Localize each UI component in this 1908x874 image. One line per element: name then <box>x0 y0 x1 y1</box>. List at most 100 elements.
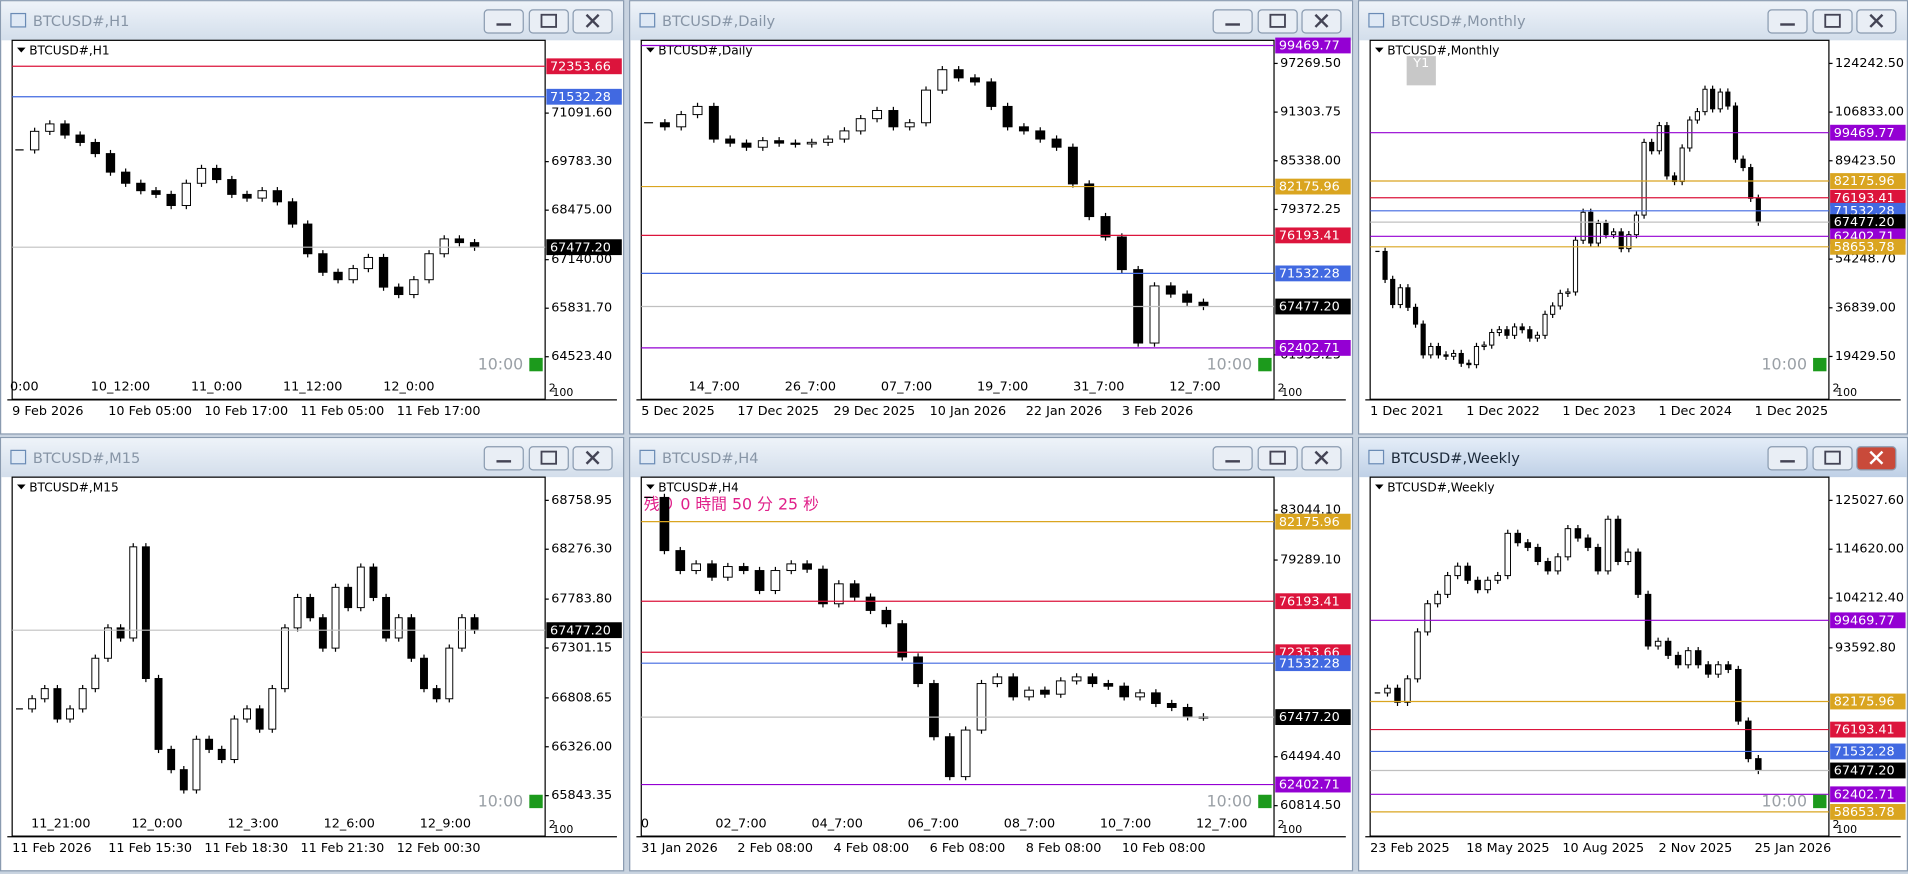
window-title: BTCUSD#,Weekly <box>1391 450 1520 467</box>
candle <box>1002 105 1013 128</box>
candle <box>865 596 876 611</box>
level-label-box <box>1830 786 1906 803</box>
icon <box>1314 450 1329 465</box>
y-tick-label: 114620.00 <box>1835 542 1904 557</box>
y-tick-label: 93592.80 <box>1835 640 1896 655</box>
candle <box>1454 565 1461 577</box>
candle <box>986 81 997 107</box>
level-label-box <box>1830 124 1906 141</box>
candle <box>913 656 923 685</box>
candle <box>1444 575 1451 595</box>
candle <box>754 570 765 591</box>
candle <box>1511 326 1518 336</box>
candle <box>1588 211 1594 244</box>
candle <box>1649 141 1655 152</box>
candle <box>725 138 736 144</box>
time-label: 10 Feb 05:00 <box>108 404 192 419</box>
level-label: 67477.20 <box>1834 215 1895 230</box>
level-label: 58653.78 <box>1834 240 1895 255</box>
candle <box>872 110 883 120</box>
y-tick-label: 91303.75 <box>1280 105 1341 120</box>
corner-label: 2 <box>1833 818 1840 831</box>
candle <box>953 69 964 79</box>
candle <box>1466 362 1472 366</box>
candle <box>1428 345 1434 356</box>
candle <box>227 179 237 195</box>
window-icon <box>639 449 656 465</box>
candle <box>91 657 100 690</box>
candle <box>457 617 466 649</box>
candle <box>1165 285 1176 295</box>
candle <box>409 279 419 296</box>
candle <box>1473 345 1480 366</box>
candle <box>272 190 283 203</box>
level-label: 67477.20 <box>550 240 611 255</box>
maximize-button[interactable] <box>1257 9 1298 34</box>
candle <box>469 242 480 248</box>
time-inner-label: 19_7:00 <box>977 380 1028 395</box>
candle <box>192 738 201 791</box>
candle <box>1745 720 1752 760</box>
time-label: 6 Feb 08:00 <box>930 841 1006 856</box>
icon <box>540 450 558 465</box>
minimize-button[interactable] <box>1767 9 1808 34</box>
candle <box>181 182 191 207</box>
badge <box>1406 56 1436 86</box>
icon <box>1869 450 1884 465</box>
level-label: 76193.41 <box>1834 723 1895 738</box>
candle <box>1702 88 1708 113</box>
candle <box>976 683 987 731</box>
candle <box>407 617 416 659</box>
badge-text: Y1 <box>1412 56 1429 71</box>
candle <box>363 256 374 270</box>
window-icon <box>1368 12 1385 28</box>
minimize-button[interactable] <box>483 446 524 471</box>
window-icon <box>1368 449 1385 465</box>
candle <box>1584 537 1592 548</box>
maximize-button[interactable] <box>1812 9 1853 34</box>
minimize-button[interactable] <box>1212 9 1253 34</box>
level-label: 71532.28 <box>1834 745 1895 760</box>
candle <box>116 627 125 639</box>
y-tick-label: 67140.00 <box>551 252 612 267</box>
chart-window: BTCUSD#,Weekly BTCUSD#,Weekly 125027.60 114… <box>1357 437 1908 872</box>
candle <box>1484 579 1491 591</box>
time-inner-label: 12_9:00 <box>420 816 471 831</box>
time-label: 1 Dec 2024 <box>1659 404 1732 419</box>
candle <box>129 546 138 639</box>
candle <box>255 708 264 730</box>
chart-window: BTCUSD#,H1 BTCUSD#,H1 71091.60 69783.30 6847… <box>0 0 625 435</box>
maximize-button[interactable] <box>528 9 569 34</box>
candle <box>90 141 100 155</box>
clock-label: 10:00 <box>1207 792 1253 811</box>
time-label: 11 Feb 21:30 <box>301 841 385 856</box>
candle <box>1458 352 1464 364</box>
candle <box>141 546 150 679</box>
candle <box>445 647 454 700</box>
time-label: 25 Jan 2026 <box>1755 841 1832 856</box>
time-label: 3 Feb 2026 <box>1122 404 1193 419</box>
minimize-button[interactable] <box>1212 446 1253 471</box>
candle <box>676 114 687 128</box>
minimize-button[interactable] <box>483 9 524 34</box>
candle <box>707 563 717 578</box>
time-inner-label: 26_7:00 <box>785 380 836 395</box>
maximize-button[interactable] <box>1257 446 1298 471</box>
candle <box>420 657 428 690</box>
time-label: 1 Dec 2022 <box>1466 404 1539 419</box>
corner-label: 100 <box>1281 386 1302 399</box>
candle <box>1087 676 1098 685</box>
time-label: 11 Feb 17:00 <box>397 404 481 419</box>
candle <box>1717 91 1723 110</box>
candle <box>818 568 828 605</box>
maximize-button[interactable] <box>528 446 569 471</box>
candle <box>1166 703 1177 708</box>
candle <box>1040 689 1050 695</box>
maximize-button[interactable] <box>1812 446 1853 471</box>
minimize-button[interactable] <box>1767 446 1808 471</box>
candle <box>1414 631 1421 680</box>
plot-area <box>11 476 546 837</box>
candle <box>1679 147 1685 183</box>
candle <box>1435 345 1441 356</box>
